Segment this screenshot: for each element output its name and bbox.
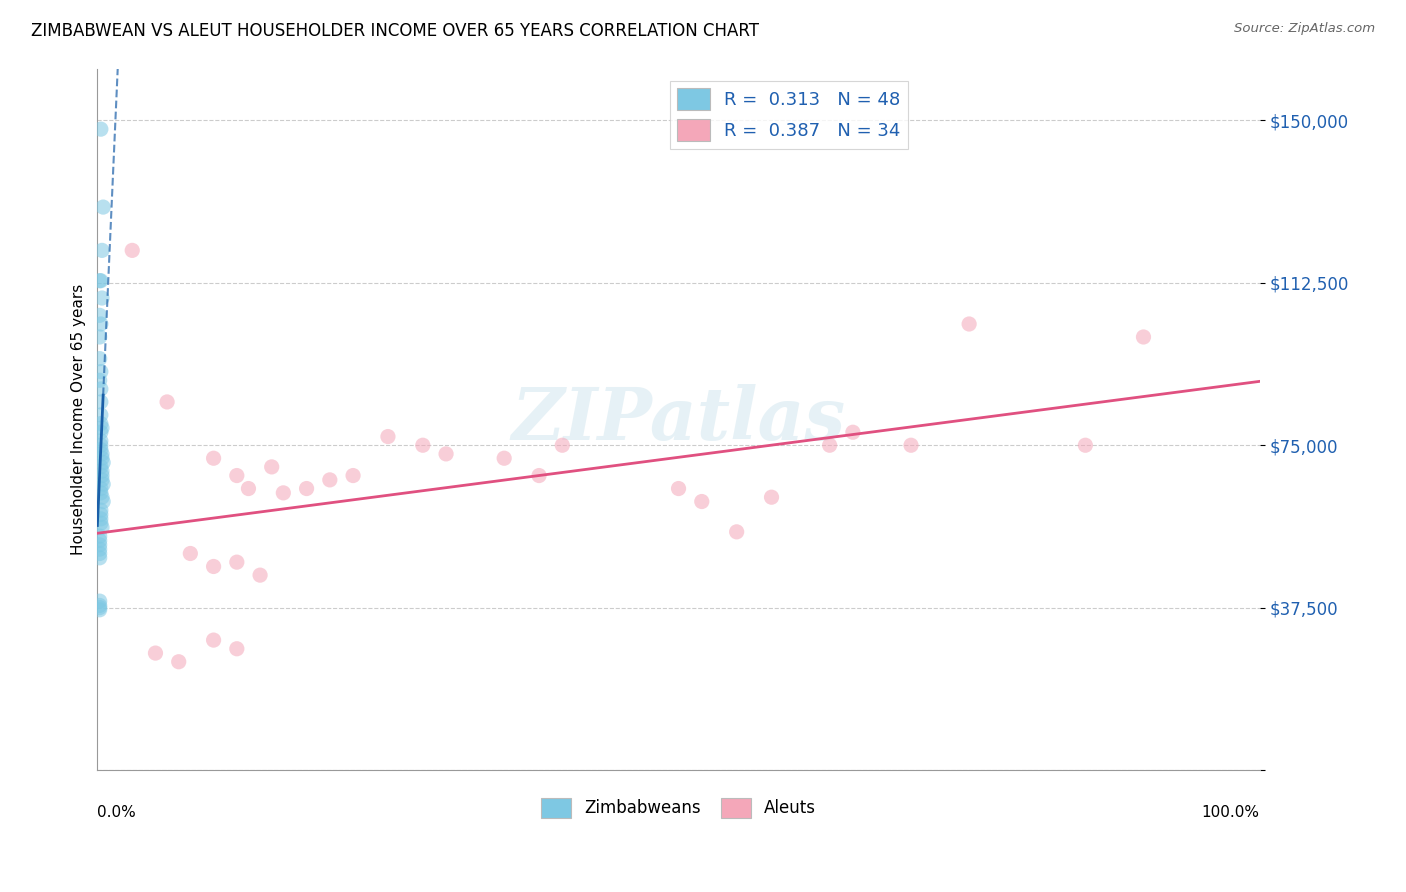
Point (91, 464, 114, 478)
Point (90, 512, 112, 526)
Point (89, 599, 111, 613)
Point (761, 490, 783, 504)
Point (412, 438, 434, 452)
Point (90, 122, 112, 136)
Point (91, 520, 114, 534)
Point (238, 482, 260, 496)
Point (90, 274, 112, 288)
Point (89, 547, 111, 561)
Point (90, 508, 112, 522)
Point (91, 456, 114, 470)
Point (91, 490, 114, 504)
Point (295, 482, 318, 496)
Point (225, 641, 247, 656)
Point (90, 434, 112, 448)
Point (89, 533, 111, 548)
Point (90, 395, 112, 409)
Text: 0.0%: 0.0% (97, 805, 136, 820)
Point (89, 373, 111, 387)
Point (319, 473, 342, 487)
Point (725, 524, 748, 539)
Point (90, 482, 112, 496)
Point (551, 438, 574, 452)
Text: 100.0%: 100.0% (1202, 805, 1260, 820)
Point (90, 382, 112, 396)
Point (90, 516, 112, 531)
Point (90, 442, 112, 457)
Point (202, 451, 225, 466)
Point (225, 468, 247, 483)
Point (202, 633, 225, 648)
Text: Source: ZipAtlas.com: Source: ZipAtlas.com (1234, 22, 1375, 36)
Point (91, 473, 114, 487)
Point (89, 603, 111, 617)
Point (342, 468, 364, 483)
Point (167, 655, 190, 669)
Point (260, 459, 283, 474)
Point (121, 244, 143, 258)
Point (91, 477, 114, 491)
Point (668, 482, 690, 496)
Point (957, 317, 980, 331)
Point (89, 309, 111, 323)
Point (90, 486, 112, 500)
Point (900, 438, 922, 452)
Point (1132, 330, 1154, 344)
Point (842, 425, 865, 440)
Point (90, 503, 112, 517)
Point (690, 494, 713, 508)
Point (91, 200, 114, 214)
Point (89, 594, 111, 608)
Point (90, 425, 112, 440)
Point (90, 317, 112, 331)
Point (377, 429, 399, 443)
Point (89, 600, 111, 615)
Legend: Zimbabweans, Aleuts: Zimbabweans, Aleuts (534, 791, 823, 825)
Point (89, 330, 111, 344)
Point (91, 468, 114, 483)
Point (527, 468, 550, 483)
Point (89, 550, 111, 565)
Point (89, 542, 111, 557)
Point (179, 547, 201, 561)
Point (89, 274, 111, 288)
Point (202, 559, 225, 574)
Point (1074, 438, 1097, 452)
Point (90, 459, 112, 474)
Point (91, 447, 114, 461)
Point (90, 438, 112, 452)
Point (89, 351, 111, 366)
Point (90, 417, 112, 431)
Point (90, 365, 112, 379)
Text: ZIMBABWEAN VS ALEUT HOUSEHOLDER INCOME OVER 65 YEARS CORRELATION CHART: ZIMBABWEAN VS ALEUT HOUSEHOLDER INCOME O… (31, 22, 759, 40)
Point (91, 244, 114, 258)
Point (91, 291, 114, 305)
Point (91, 451, 114, 466)
Point (89, 529, 111, 543)
Point (249, 568, 271, 582)
Point (145, 646, 167, 660)
Y-axis label: Householder Income Over 65 years: Householder Income Over 65 years (72, 284, 86, 555)
Point (156, 395, 179, 409)
Point (434, 447, 457, 461)
Point (89, 538, 111, 552)
Point (494, 451, 516, 466)
Text: ZIPatlas: ZIPatlas (512, 384, 845, 455)
Point (273, 486, 295, 500)
Point (91, 421, 114, 435)
Point (90, 408, 112, 422)
Point (91, 494, 114, 508)
Point (818, 438, 841, 452)
Point (225, 555, 247, 569)
